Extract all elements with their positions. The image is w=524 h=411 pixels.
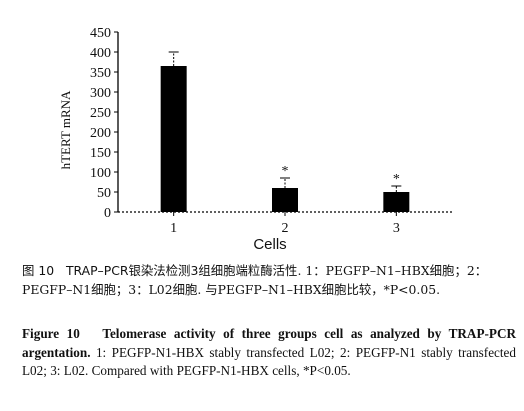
chart-axes: 0 50 100 150 200 250 300 350 400 450 1 2 3 [90,26,452,236]
y-tick-label: 100 [90,166,111,181]
x-tick-label: 3 [393,221,400,236]
significance-marker: * [393,172,400,187]
figure-title-en: Telomerase activity of three groups cell… [22,326,517,360]
y-tick-label: 200 [90,126,111,141]
chart-bars: ** [160,51,410,212]
bar [160,66,187,212]
figure-label-en: Figure 10 [22,326,80,341]
significance-marker: * [282,164,289,179]
y-tick-label: 300 [90,86,111,101]
y-tick-label: 350 [90,66,111,81]
figure-title-zh: TRAP–PCR银染法检测3组细胞端粒酶活性 [65,263,298,278]
figure-label-zh: 图 10 [22,263,55,278]
x-tick-label: 2 [282,221,289,236]
bar [383,192,410,212]
y-axis-label: hTERT mRNA [58,90,73,169]
figure-description-zh: . 1：PEGFP–N1–HBX细胞；2：PEGFP–N1细胞；3：L02细胞.… [22,263,488,297]
y-tick-label: 250 [90,106,111,121]
y-tick-label: 450 [90,26,111,41]
caption-english: Figure 10 Telomerase activity of three g… [22,325,516,381]
y-tick-label: 150 [90,146,111,161]
x-tick-label: 1 [170,221,177,236]
y-tick-label: 0 [104,206,111,221]
caption-chinese: 图 10 TRAP–PCR银染法检测3组细胞端粒酶活性. 1：PEGFP–N1–… [22,262,516,299]
y-tick-label: 400 [90,46,111,61]
bar [272,188,298,212]
figure-description-en: 1: PEGFP-N1-HBX stably transfected L02; … [22,344,517,379]
x-axis-label: Cells [253,236,286,253]
y-tick-label: 50 [97,186,111,201]
